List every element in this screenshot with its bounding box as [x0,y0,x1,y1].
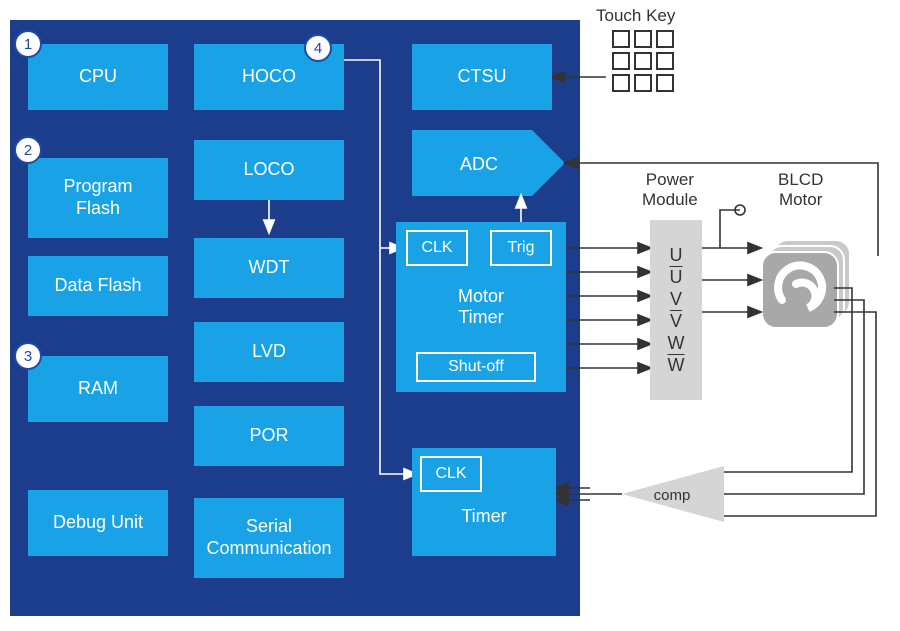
motor-timer-shutoff: Shut-off [416,352,536,382]
wdt-block: WDT [194,238,344,298]
power-module-phase: V [670,288,682,310]
ram-block: RAM [28,356,168,422]
motor-timer-clk: CLK [406,230,468,266]
callout-badge-1: 1 [14,30,42,58]
wdt-label: WDT [249,257,290,279]
serial-label: Serial Communication [206,516,331,559]
callout-badge-3-label: 3 [24,348,32,365]
cpu-block: CPU [28,44,168,110]
touch-key-cell [656,30,674,48]
touch-key-cell [612,74,630,92]
touch-key-cell [634,30,652,48]
motor-timer-label: Motor Timer [396,286,566,328]
prog-flash-label: Program Flash [63,176,132,219]
callout-badge-4-label: 4 [314,40,322,57]
motor-timer-clk-label: CLK [421,239,452,257]
wire [724,312,876,516]
power-module-phase: V [670,310,682,332]
debug-block: Debug Unit [28,490,168,556]
motor-timer-trig: Trig [490,230,552,266]
por-block: POR [194,406,344,466]
power-module-phase: W [668,332,685,354]
loco-block: LOCO [194,140,344,200]
lvd-label: LVD [252,341,286,363]
touch-key-grid [612,30,674,92]
lvd-block: LVD [194,322,344,382]
callout-badge-4: 4 [304,34,332,62]
ram-label: RAM [78,378,118,400]
callout-badge-1-label: 1 [24,36,32,53]
motor-timer-trig-label: Trig [508,239,535,257]
timer-clk-label: CLK [435,465,466,483]
loco-label: LOCO [243,159,294,181]
comparator-label: comp [654,487,691,504]
serial-block: Serial Communication [194,498,344,578]
debug-label: Debug Unit [53,512,143,534]
touch-key-cell [612,30,630,48]
timer-label: Timer [461,506,506,528]
blcd-motor-label: BLCD Motor [778,170,823,210]
cpu-label: CPU [79,66,117,88]
callout-badge-3: 3 [14,342,42,370]
touch-key-cell [656,52,674,70]
touch-key-cell [612,52,630,70]
prog-flash-block: Program Flash [28,158,168,238]
callout-badge-2: 2 [14,136,42,164]
wire [724,300,864,494]
comparator-block [622,466,724,522]
power-module-phase: U [670,244,683,266]
ctsu-label: CTSU [458,66,507,88]
timer-clk: CLK [420,456,482,492]
power-module-label: Power Module [642,170,698,210]
wire [566,163,878,256]
ctsu-block: CTSU [412,44,552,110]
hoco-label: HOCO [242,66,296,88]
por-label: POR [249,425,288,447]
touch-key-label: Touch Key [596,6,675,26]
wire [720,210,740,248]
motor-timer-shutoff-label: Shut-off [448,358,504,376]
touch-key-cell [656,74,674,92]
power-module-phase: W [668,354,685,376]
power-module-phase: U [670,266,683,288]
power-module-box: UUVVWW [650,220,702,400]
data-flash-label: Data Flash [54,275,141,297]
touch-key-cell [634,74,652,92]
callout-badge-2-label: 2 [24,142,32,159]
wire [724,288,852,472]
blcd-motor-icon [762,240,850,328]
touch-key-cell [634,52,652,70]
data-flash-block: Data Flash [28,256,168,316]
